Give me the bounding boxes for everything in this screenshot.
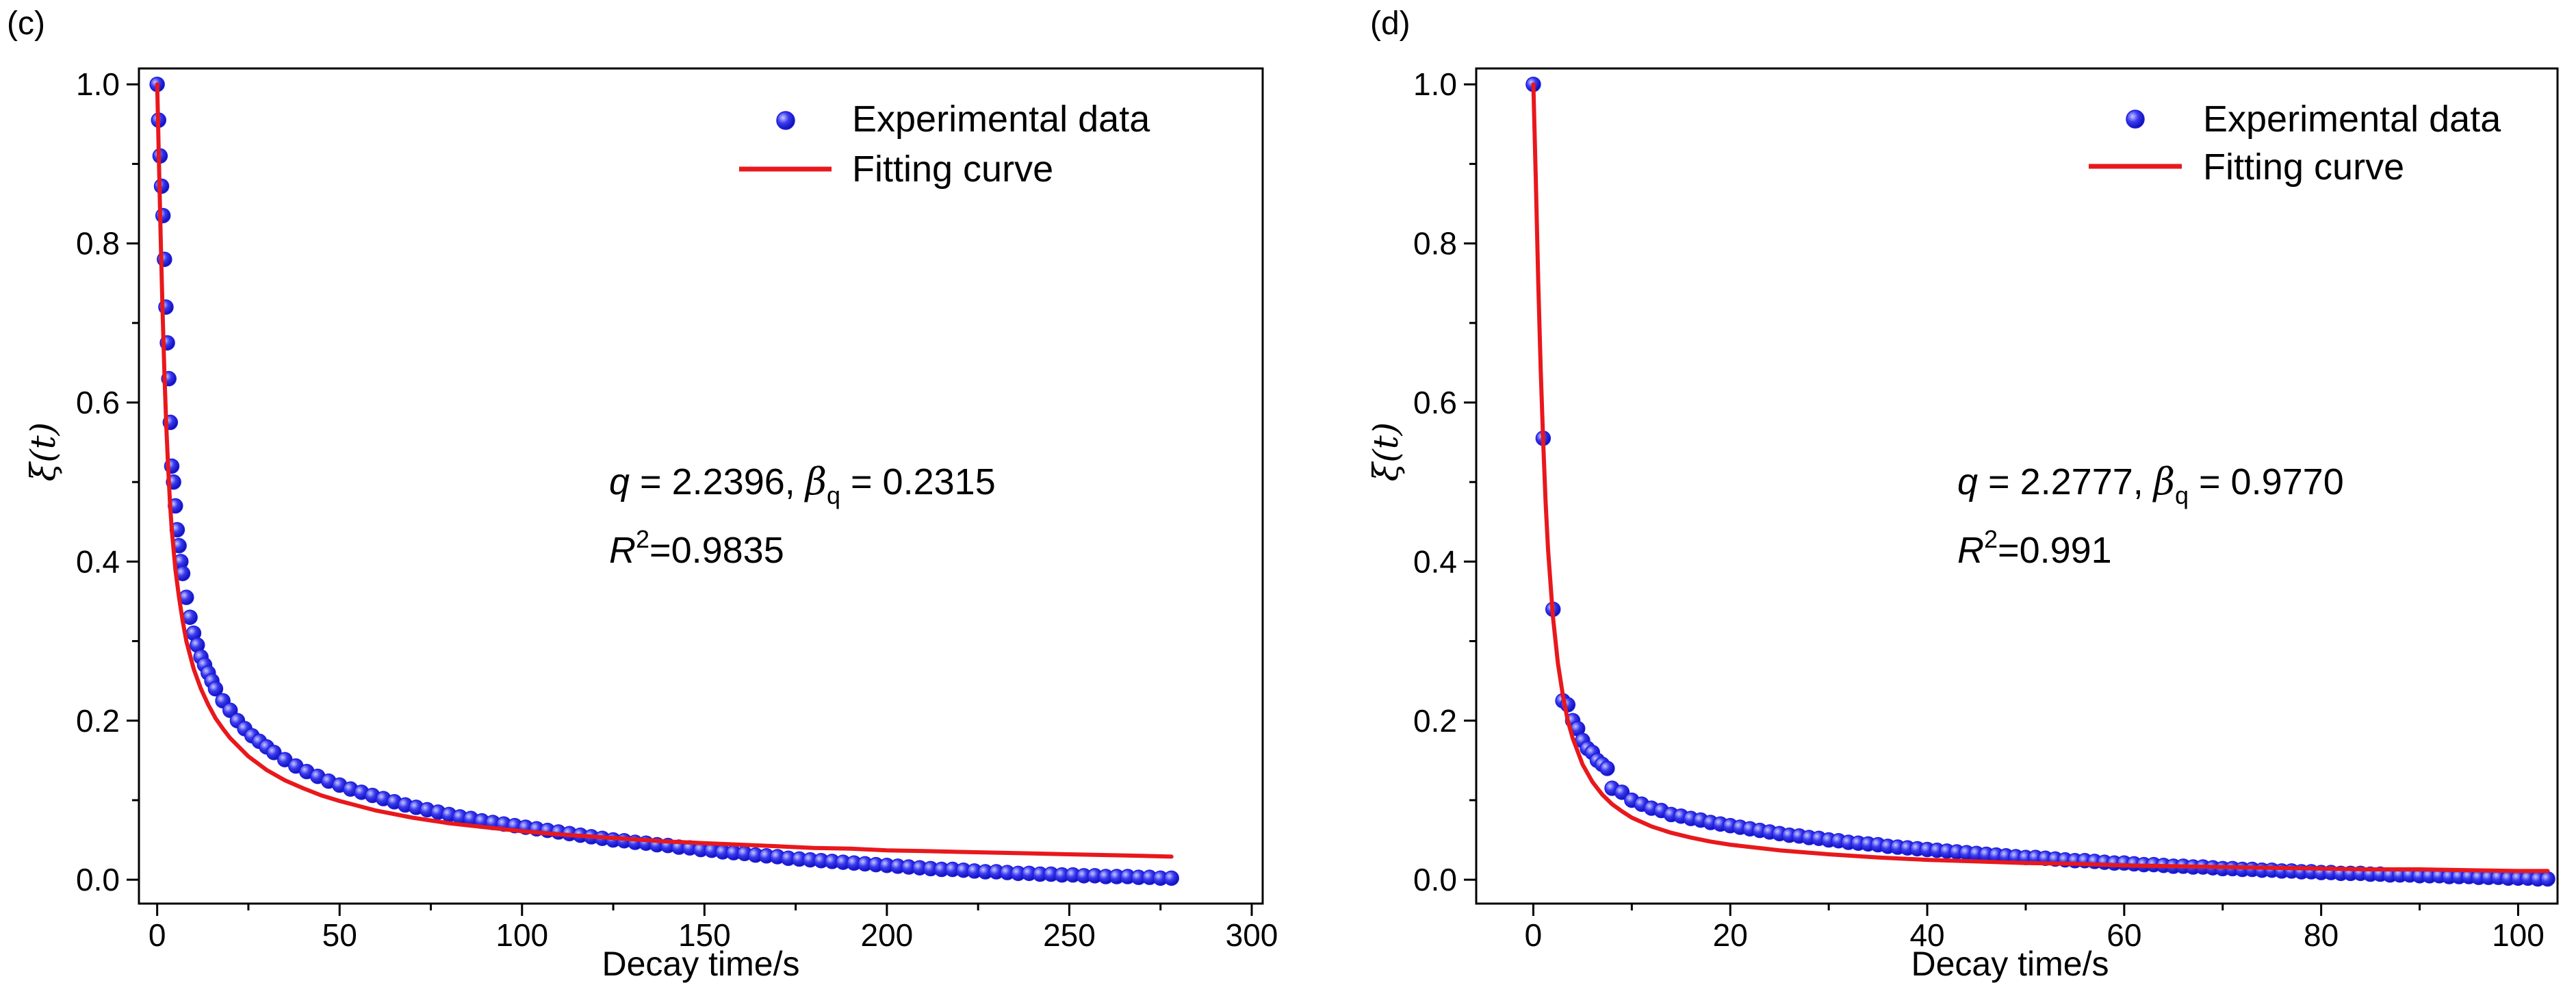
panel-label: (c) — [7, 5, 45, 42]
x-tick-labels: 0 50 100 150 200 250 300 — [149, 917, 1278, 953]
legend: Experimental data Fitting curve — [2089, 99, 2501, 188]
x-tick-label: 40 — [1909, 917, 1944, 953]
r-squared-text: R2=0.991 — [1957, 525, 2112, 571]
x-tick-label: 300 — [1226, 917, 1278, 953]
y-axis-title: ξ(t) — [1366, 422, 1406, 482]
experimental-data-points — [1525, 76, 2555, 887]
y-tick-label: 0.2 — [76, 703, 120, 739]
axis-ticks — [1464, 83, 2519, 916]
y-tick-label: 0.0 — [1413, 862, 1457, 897]
legend: Experimental data Fitting curve — [739, 99, 1150, 190]
x-tick-label: 150 — [678, 917, 731, 953]
x-tick-label: 200 — [861, 917, 914, 953]
x-tick-labels: 0 20 40 60 80 100 — [1525, 917, 2545, 953]
chart-c-svg: (c) 0.0 0.2 0.4 0.6 0.8 1.0 0 50 100 150 200 250 30… — [7, 5, 1278, 983]
y-tick-labels: 0.0 0.2 0.4 0.6 0.8 1.0 — [1413, 66, 1457, 897]
y-tick-label: 0.8 — [1413, 226, 1457, 261]
fitting-curve — [155, 82, 1174, 859]
x-tick-label: 100 — [2492, 917, 2545, 953]
r-squared-text: R2=0.9835 — [609, 525, 784, 571]
x-tick-label: 50 — [322, 917, 357, 953]
x-tick-label: 250 — [1043, 917, 1096, 953]
fit-annotation: q = 2.2396, βq = 0.2315 R2=0.9835 — [609, 460, 996, 571]
data-point — [155, 207, 171, 224]
data-point — [207, 681, 224, 697]
y-tick-labels: 0.0 0.2 0.4 0.6 0.8 1.0 — [76, 66, 120, 897]
x-axis-title: Decay time/s — [1911, 945, 2109, 983]
data-point — [1599, 761, 1615, 776]
y-tick-label: 0.6 — [1413, 385, 1457, 420]
fit-parameters-text: q = 2.2396, βq = 0.2315 — [609, 460, 996, 509]
axis-ticks — [127, 83, 1253, 916]
legend-label-fitting: Fitting curve — [2203, 146, 2404, 188]
y-tick-label: 0.0 — [76, 862, 120, 897]
data-point — [2540, 871, 2555, 887]
y-tick-label: 0.4 — [76, 544, 120, 579]
x-tick-label: 0 — [1525, 917, 1543, 953]
y-tick-label: 1.0 — [1413, 66, 1457, 102]
legend-marker-experimental — [2126, 110, 2145, 129]
panel-label: (d) — [1370, 5, 1411, 42]
y-tick-label: 0.4 — [1413, 544, 1457, 579]
chart-d-svg: (d) 0.0 0.2 0.4 0.6 0.8 1.0 0 20 40 60 80 100 Deca… — [1366, 5, 2559, 983]
x-tick-label: 80 — [2304, 917, 2339, 953]
legend-label-fitting: Fitting curve — [852, 149, 1053, 190]
x-tick-label: 20 — [1713, 917, 1748, 953]
y-tick-label: 0.8 — [76, 226, 120, 261]
plot-frame — [138, 67, 1264, 905]
chart-panel-c: (c) 0.0 0.2 0.4 0.6 0.8 1.0 0 50 100 150 200 250 30… — [7, 5, 1278, 983]
legend-label-experimental: Experimental data — [852, 99, 1150, 140]
fitting-curve — [1531, 82, 2550, 873]
x-tick-label: 0 — [149, 917, 166, 953]
data-point — [1163, 870, 1179, 886]
fit-annotation: q = 2.2777, βq = 0.9770 R2=0.991 — [1957, 460, 2344, 571]
legend-label-experimental: Experimental data — [2203, 99, 2501, 140]
legend-marker-experimental — [776, 111, 795, 130]
plot-frame — [1475, 67, 2559, 905]
x-axis-title: Decay time/s — [602, 945, 800, 983]
data-point — [266, 744, 282, 761]
x-tick-label: 100 — [495, 917, 548, 953]
x-tick-label: 60 — [2107, 917, 2141, 953]
y-axis-title: ξ(t) — [23, 422, 63, 482]
y-tick-label: 0.6 — [76, 385, 120, 420]
chart-panel-d: (d) 0.0 0.2 0.4 0.6 0.8 1.0 0 20 40 60 80 100 Deca… — [1288, 0, 2576, 996]
fit-parameters-text: q = 2.2777, βq = 0.9770 — [1957, 460, 2344, 509]
y-tick-label: 0.2 — [1413, 703, 1457, 739]
y-tick-label: 1.0 — [76, 66, 120, 102]
